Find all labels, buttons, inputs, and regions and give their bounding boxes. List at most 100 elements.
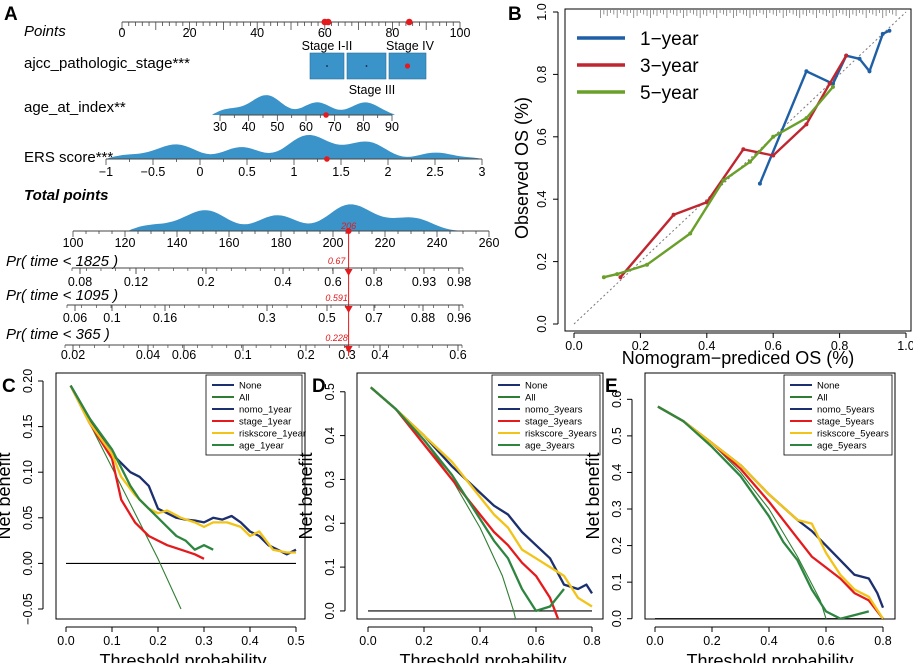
y-tick-label: 0.1 bbox=[323, 558, 337, 575]
prob-label: Pr( time < 365 ) bbox=[6, 326, 110, 343]
calibration-point bbox=[844, 53, 849, 58]
calibration-point bbox=[747, 159, 752, 164]
prob-value-label: 0.591 bbox=[325, 293, 348, 303]
legend-label: nomo_5years bbox=[817, 405, 875, 416]
y-axis-title: Net benefit bbox=[583, 452, 603, 539]
nomogram-panel: Points 0 20 40 60 80 100ajcc_pathologic_stage*… bbox=[6, 18, 500, 362]
x-tick-label: 0.0 bbox=[646, 634, 663, 648]
y-tick-label: 0.10 bbox=[21, 460, 35, 484]
total-density bbox=[128, 204, 465, 231]
stage-cat-label: Stage IV bbox=[386, 39, 435, 53]
legend-label: age_3years bbox=[525, 441, 575, 452]
prob-arrow bbox=[344, 269, 353, 276]
y-tick-label: 0.4 bbox=[535, 190, 549, 207]
prob-tick-label: 0.4 bbox=[274, 275, 291, 289]
panel-letter-d: D bbox=[312, 376, 326, 397]
dca-line bbox=[69, 385, 296, 554]
stage-dot bbox=[326, 65, 328, 67]
prob-tick-label: 0.88 bbox=[411, 311, 435, 325]
prob-tick-label: 0.96 bbox=[447, 311, 471, 325]
y-axis-title: Net benefit bbox=[0, 452, 14, 539]
age-tick-label: 60 bbox=[299, 120, 313, 134]
prob-tick-label: 0.5 bbox=[318, 311, 335, 325]
calibration-point bbox=[867, 69, 872, 74]
prob-tick-label: 0.08 bbox=[68, 275, 92, 289]
dca-1year-panel: 0.0 0.1 0.2 0.3 0.4 0.5 Threshold probability −… bbox=[0, 369, 306, 663]
calibration-point bbox=[830, 84, 835, 89]
total-marker-label: 206 bbox=[340, 221, 356, 231]
age-tick-label: 70 bbox=[328, 120, 342, 134]
panel-letter-e: E bbox=[605, 376, 618, 397]
x-tick-label: 0.6 bbox=[817, 634, 834, 648]
y-tick-label: 0.1 bbox=[610, 573, 624, 590]
x-tick-label: 1.0 bbox=[897, 339, 913, 353]
dca-line bbox=[370, 386, 593, 608]
calibration-point bbox=[615, 272, 620, 277]
legend-label: 5−year bbox=[640, 83, 699, 104]
stage-cat-label: Stage III bbox=[349, 83, 396, 97]
x-tick-label: 0.8 bbox=[831, 339, 848, 353]
y-tick-label: 0.6 bbox=[610, 391, 624, 408]
x-tick-label: 0.0 bbox=[57, 634, 74, 648]
x-tick-label: 0.5 bbox=[287, 634, 304, 648]
age-tick-label: 30 bbox=[213, 120, 227, 134]
age-tick-label: 50 bbox=[270, 120, 284, 134]
calibration-point bbox=[827, 81, 832, 86]
prob-tick-label: 0.1 bbox=[234, 348, 251, 362]
calibration-point bbox=[887, 28, 892, 33]
legend-label: nomo_1year bbox=[239, 405, 292, 416]
calibration-panel: 0.0 0.2 0.4 0.6 0.8 1.0 0.0 0.2 0.4 0.6 0.8 1.0 Nomo… bbox=[512, 3, 913, 368]
calibration-point bbox=[645, 262, 650, 267]
y-tick-label: 0.8 bbox=[535, 66, 549, 83]
prob-tick-label: 0.06 bbox=[172, 348, 196, 362]
dca-line bbox=[370, 386, 565, 613]
plot-frame bbox=[564, 8, 912, 332]
calibration-point bbox=[804, 116, 809, 121]
y-tick-label: 0.5 bbox=[323, 383, 337, 400]
y-axis-title: Net benefit bbox=[296, 452, 316, 539]
prob-tick-label: 0.8 bbox=[365, 275, 382, 289]
prob-arrow bbox=[344, 346, 353, 353]
x-tick-label: 0.2 bbox=[632, 339, 649, 353]
calibration-point bbox=[671, 212, 676, 217]
y-tick-label: 0.0 bbox=[610, 610, 624, 627]
calibration-point bbox=[721, 178, 726, 183]
points-label: Points bbox=[24, 23, 66, 40]
points-marker bbox=[324, 18, 332, 26]
legend-label: All bbox=[525, 393, 536, 404]
y-tick-label: 0.3 bbox=[323, 471, 337, 488]
dca-line bbox=[69, 385, 214, 551]
calibration-line bbox=[758, 29, 890, 185]
prob-tick-label: 0.2 bbox=[297, 348, 314, 362]
panel-letter-a: A bbox=[4, 4, 18, 25]
prob-arrow bbox=[344, 306, 353, 313]
calibration-point bbox=[618, 275, 623, 280]
x-tick-label: 0.0 bbox=[359, 634, 376, 648]
legend-label: riskscore_3years bbox=[525, 429, 597, 440]
y-tick-label: 0.0 bbox=[535, 315, 549, 332]
legend-label: stage_1year bbox=[239, 417, 291, 428]
x-tick-label: 0.0 bbox=[565, 339, 582, 353]
legend-label: nomo_3years bbox=[525, 405, 583, 416]
x-tick-label: 0.3 bbox=[195, 634, 212, 648]
x-tick-label: 0.6 bbox=[527, 634, 544, 648]
calibration-line bbox=[603, 86, 834, 279]
prob-tick-label: 0.3 bbox=[338, 348, 355, 362]
ers-marker bbox=[324, 156, 330, 162]
dca-line bbox=[657, 405, 870, 619]
prob-label: Pr( time < 1825 ) bbox=[6, 253, 118, 270]
plot-frame bbox=[356, 372, 604, 620]
dca-line bbox=[657, 405, 884, 619]
age-tick-label: 40 bbox=[242, 120, 256, 134]
legend-label: None bbox=[239, 381, 262, 392]
panel-letter-c: C bbox=[2, 376, 16, 397]
y-tick-label: 0.00 bbox=[21, 551, 35, 575]
total-tick-label: 260 bbox=[479, 236, 500, 250]
y-tick-label: 0.5 bbox=[610, 427, 624, 444]
ers-density bbox=[106, 135, 482, 159]
x-tick-label: 0.8 bbox=[874, 634, 891, 648]
x-tick-label: 0.6 bbox=[765, 339, 782, 353]
prob-tick-label: 0.04 bbox=[136, 348, 160, 362]
calibration-point bbox=[741, 147, 746, 152]
points-tick-label: 40 bbox=[250, 26, 264, 40]
